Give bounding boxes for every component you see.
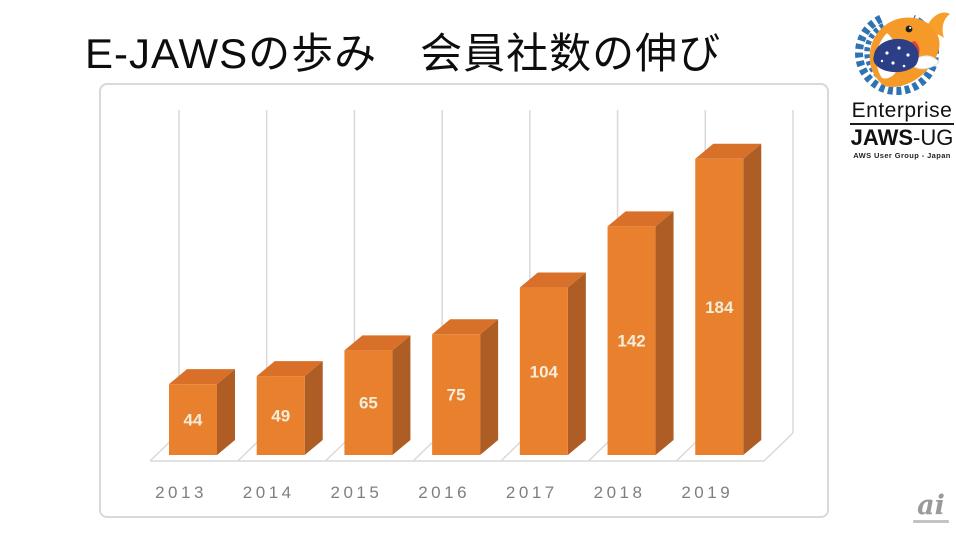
category-axis: 2013 2014 2015 2016 2017 2018 2019 (155, 483, 733, 502)
logo-text-enterprise: Enterprise (850, 100, 954, 125)
category-label: 2016 (418, 483, 470, 502)
bar-2013: 44 (169, 369, 235, 455)
bar-top-face (169, 369, 235, 385)
bar-top-face (256, 361, 323, 377)
bar-front-face (432, 334, 481, 455)
bar-side-face (655, 211, 674, 455)
bar-2017: 104 (519, 272, 586, 455)
bar-front-face (695, 158, 744, 455)
chart-card: 44 49 65 75 104 142 184 2013 2014 2015 2016 2017 201… (99, 83, 829, 518)
bar-top-face (432, 319, 499, 335)
bar-side-face (217, 369, 235, 455)
floor-separator (763, 432, 794, 462)
bar-2019: 184 (695, 143, 762, 455)
ai-watermark: ai (913, 492, 949, 523)
bar-value-label: 44 (184, 411, 203, 430)
bar-front-face (256, 376, 305, 455)
bar-front-face (169, 384, 217, 455)
bar-side-face (567, 272, 586, 455)
bar-value-label: 104 (530, 362, 559, 381)
bar-2014: 49 (256, 361, 323, 455)
bar-top-face (695, 143, 762, 159)
category-label: 2017 (506, 483, 558, 502)
bar-front-face (519, 287, 568, 455)
category-label: 2018 (594, 483, 646, 502)
logo-text-jaws-ug: JAWS-UG (850, 125, 954, 150)
logo-text-aws-user-group: AWS User Group - Japan (853, 151, 951, 161)
category-label: 2015 (331, 483, 383, 502)
enterprise-jaws-ug-logo: Enterprise JAWS-UG AWS User Group - Japa… (849, 3, 955, 160)
bar-top-face (344, 335, 411, 351)
bar-top-face (607, 211, 674, 227)
page-title: E-JAWSの歩み 会員社数の伸び (85, 30, 722, 77)
jaws-ug-logo-mark-icon (855, 12, 950, 95)
bar-2015: 65 (344, 335, 411, 455)
bar-front-face (607, 226, 656, 455)
bar-side-face (304, 361, 323, 455)
category-label: 2019 (681, 483, 733, 502)
bar-value-label: 65 (359, 394, 378, 413)
bar-side-face (392, 335, 411, 455)
bar-2016: 75 (432, 319, 499, 455)
ai-watermark-glyph: ai (917, 490, 945, 521)
bar-side-face (743, 143, 762, 455)
ai-watermark-fine-text (913, 520, 949, 523)
bar-2018: 142 (607, 211, 674, 455)
bar-value-label: 184 (705, 298, 734, 317)
category-label: 2014 (243, 483, 295, 502)
bar-front-face (344, 350, 393, 455)
category-label: 2013 (155, 483, 207, 502)
bar-value-label: 142 (617, 332, 645, 351)
bar-top-face (519, 272, 586, 288)
bar-side-face (480, 319, 499, 455)
bars: 44 49 65 75 104 142 184 (169, 143, 762, 455)
bar-value-label: 49 (271, 407, 290, 426)
bar-value-label: 75 (447, 386, 466, 405)
